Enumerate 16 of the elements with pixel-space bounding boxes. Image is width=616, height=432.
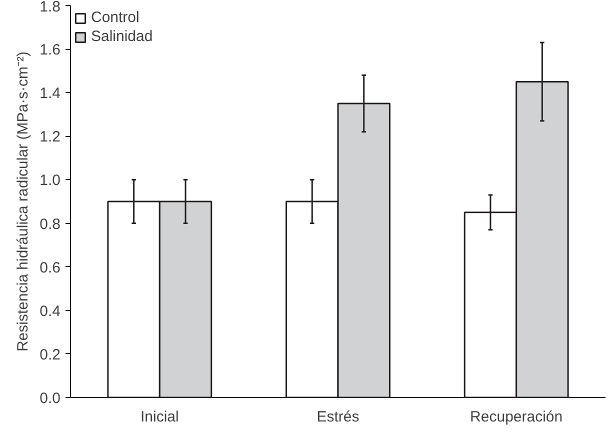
y-axis-title: Resistencia hidráulica radicular (MPa·s·cm⁻²) (14, 51, 32, 352)
x-tick-label: Recuperación (470, 408, 563, 426)
y-tick-label: 0.6 (40, 259, 61, 276)
x-tick-label: Estrés (316, 408, 360, 426)
y-tick-label: 0.0 (40, 390, 61, 407)
y-tick-label: 1.6 (40, 42, 61, 59)
y-tick-label: 0.4 (40, 302, 61, 320)
y-tick-label: 1.8 (40, 0, 61, 16)
legend-label: Control (91, 9, 140, 26)
y-tick-label: 0.8 (40, 216, 61, 233)
y-tick-label: 0.2 (40, 346, 61, 364)
y-tick-label: 1.0 (40, 172, 61, 190)
y-tick-label: 1.2 (40, 128, 61, 146)
y-tick-label: 1.4 (40, 85, 61, 102)
x-tick-label: Inicial (140, 408, 179, 426)
legend-label: Salinidad (91, 28, 153, 45)
